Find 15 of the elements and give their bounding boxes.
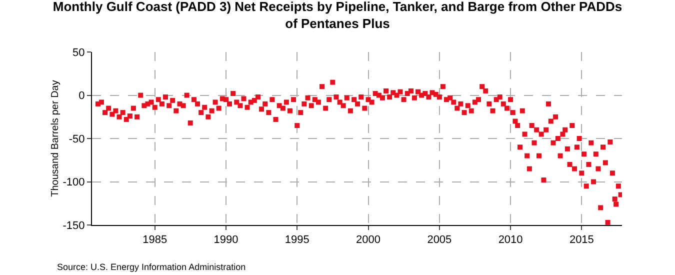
y-tick-label: 50: [72, 46, 85, 59]
x-tick-label: 2015: [569, 234, 594, 246]
source-note: Source: U.S. Energy Information Administration: [57, 262, 246, 272]
y-tick-label: 0: [78, 90, 85, 102]
x-tick-label: 1995: [284, 234, 310, 246]
y-tick-label: -100: [62, 176, 85, 189]
x-tick-label: 2010: [498, 234, 523, 246]
y-axis-title: Thousand Barrels per Day: [50, 80, 61, 197]
y-tick-label: -150: [62, 220, 85, 232]
y-tick-label: -50: [68, 133, 85, 146]
x-tick-label: 1985: [142, 234, 168, 246]
x-tick-label: 2000: [356, 234, 380, 246]
x-tick-label: 2005: [427, 234, 452, 246]
chart-title: Monthly Gulf Coast (PADD 3) Net Receipts by Pipeline, Tanker, and Barge from Other PADDs of Pentanes Plus: [52, 0, 622, 31]
x-tick-label: 1990: [214, 234, 238, 246]
